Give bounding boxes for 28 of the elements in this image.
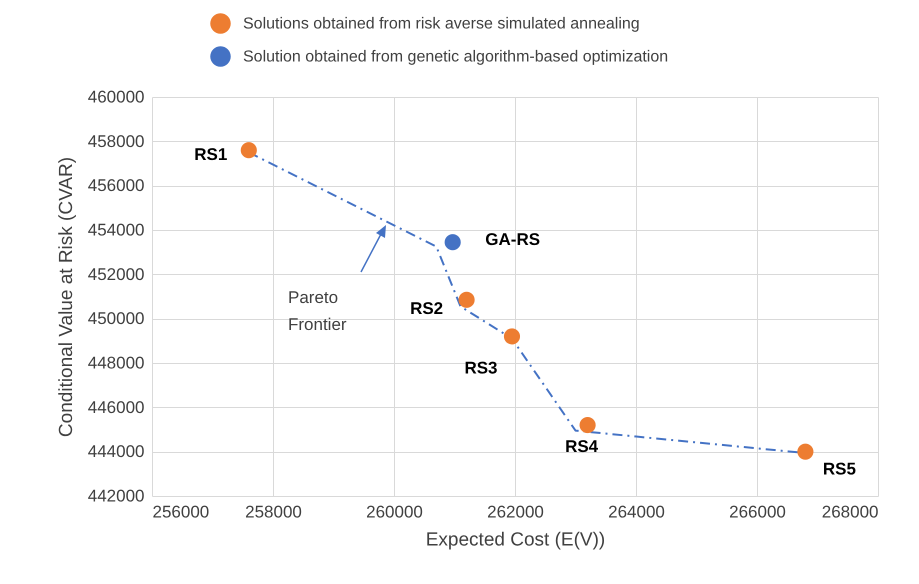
y-tick-label: 442000 bbox=[88, 486, 144, 506]
annotation: RS2 bbox=[410, 298, 444, 318]
legend-label: Solution obtained from genetic algorithm-based optimization bbox=[243, 48, 668, 66]
x-axis-title: Expected Cost (E(V)) bbox=[426, 530, 606, 550]
legend-label: Solutions obtained from risk averse simulated annealing bbox=[243, 16, 640, 32]
y-tick-label: 450000 bbox=[88, 309, 144, 328]
annotation: GA-RS bbox=[485, 230, 540, 250]
x-tick-label: 266000 bbox=[729, 502, 786, 522]
x-tick-label: 264000 bbox=[608, 502, 665, 522]
y-tick-label: 458000 bbox=[88, 132, 144, 151]
x-tick-label: 256000 bbox=[152, 502, 210, 522]
y-tick-label: 444000 bbox=[88, 442, 144, 462]
annotation: RS5 bbox=[822, 460, 856, 479]
annotation: RS4 bbox=[565, 437, 599, 456]
annotation: RS1 bbox=[194, 145, 228, 164]
y-tick-label: 454000 bbox=[88, 220, 144, 240]
y-tick-label: 446000 bbox=[88, 398, 144, 417]
y-tick-label: 452000 bbox=[88, 264, 144, 284]
x-tick-label: 260000 bbox=[366, 502, 423, 522]
x-tick-label: 258000 bbox=[245, 502, 302, 522]
y-tick-label: 456000 bbox=[88, 176, 144, 196]
annotation: Pareto Frontier bbox=[288, 288, 347, 334]
y-tick-label: 448000 bbox=[88, 354, 144, 372]
y-tick-label: 460000 bbox=[88, 88, 144, 106]
annotation: RS3 bbox=[464, 358, 498, 378]
y-axis-title: Conditional Value at Risk (CVAR) bbox=[56, 156, 77, 438]
x-tick-label: 262000 bbox=[487, 502, 544, 522]
x-tick-label: 268000 bbox=[822, 502, 878, 522]
